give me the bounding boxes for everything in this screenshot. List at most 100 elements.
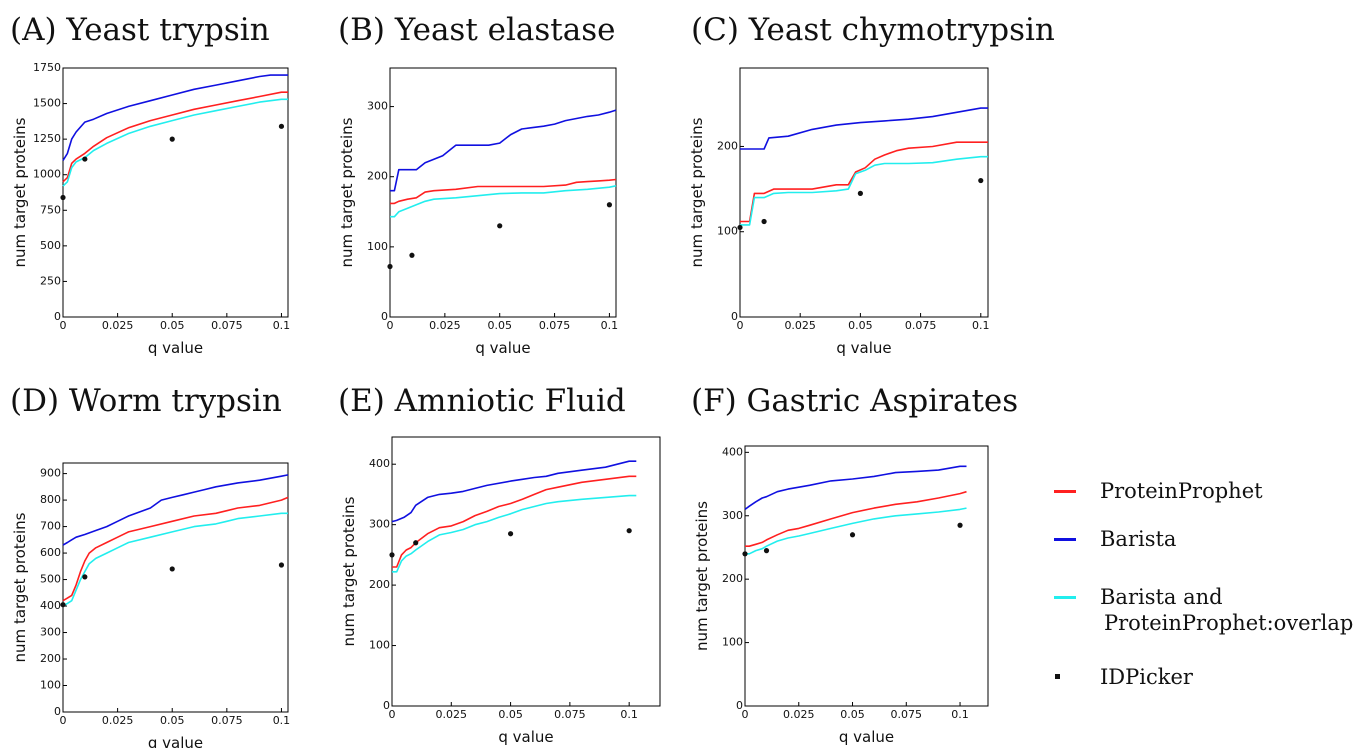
point-idpicker-d-1 (82, 574, 88, 580)
y-tick-label-a-5: 1250 (33, 132, 61, 145)
series-line-barista-and-proteinprophet-overlap-c (740, 155, 988, 226)
y-tick-label-d-6: 600 (40, 546, 61, 559)
y-tick-label-c-0: 0 (731, 310, 738, 323)
series-line-proteinprophet-e (392, 475, 637, 568)
x-tick-label-b-1: 0.025 (429, 319, 461, 332)
chart-panel-c: 0 0.025 0.05 0.075 0.1 0 100 200 q value num targ… (688, 67, 990, 357)
x-tick-label-c-2: 0.05 (848, 319, 873, 332)
y-tick-label-d-5: 500 (40, 573, 61, 586)
y-tick-label-f-4: 400 (722, 445, 743, 458)
series-line-proteinprophet-f (745, 490, 967, 548)
legend-label-barista: Barista (1100, 527, 1177, 551)
y-tick-label-b-1: 100 (367, 240, 388, 253)
x-tick-label-c-1: 0.025 (784, 319, 816, 332)
y-tick-label-d-7: 700 (40, 520, 61, 533)
plot-frame-f (744, 445, 989, 707)
point-idpicker-d-2 (169, 566, 175, 572)
x-axis-label-d: q value (148, 734, 203, 748)
x-tick-label-e-4: 0.1 (620, 708, 638, 721)
y-tick-label-e-3: 300 (369, 518, 390, 531)
legend-label-idpicker: IDPicker (1100, 665, 1193, 689)
panel-title-e: (E) Amniotic Fluid (338, 383, 626, 419)
x-tick-label-e-2: 0.05 (498, 708, 523, 721)
point-idpicker-e-1 (413, 540, 419, 546)
y-axis-label-d: num target proteins (11, 512, 29, 662)
point-idpicker-c-0 (737, 224, 743, 231)
legend-swatch-overlap (1054, 596, 1076, 599)
chart-panel-f: 0 0.025 0.05 0.075 0.1 0 100 200 300 400 q value nu… (693, 445, 989, 746)
x-tick-label-f-1: 0.025 (783, 708, 815, 721)
series-line-barista-and-proteinprophet-overlap-f (745, 507, 967, 555)
plot-frame-c (739, 67, 989, 318)
x-tick-label-d-2: 0.05 (160, 714, 185, 727)
x-tick-label-e-1: 0.025 (436, 708, 468, 721)
x-tick-label-a-2: 0.05 (160, 319, 185, 332)
x-tick-label-a-4: 0.1 (273, 319, 291, 332)
y-tick-label-b-3: 300 (367, 100, 388, 113)
x-axis-label-c: q value (836, 339, 891, 357)
panel-title-b: (B) Yeast elastase (338, 12, 616, 48)
series-line-barista-a (62, 74, 288, 161)
point-idpicker-b-2 (497, 223, 503, 229)
legend-swatch-barista (1054, 538, 1076, 541)
point-idpicker-c-2 (857, 190, 863, 196)
point-idpicker-f-1 (763, 548, 770, 554)
point-idpicker-c-3 (978, 177, 984, 184)
x-tick-label-a-3: 0.075 (211, 319, 243, 332)
y-tick-label-f-0: 0 (736, 699, 743, 712)
point-idpicker-d-0 (60, 602, 66, 608)
y-tick-label-d-1: 100 (40, 679, 61, 692)
y-tick-label-c-1: 100 (717, 225, 738, 238)
x-tick-label-f-4: 0.1 (951, 708, 969, 721)
point-idpicker-f-0 (742, 551, 748, 557)
series-line-barista-e (391, 460, 637, 523)
series-line-proteinprophet-d (62, 496, 289, 602)
legend-label-overlap-line1: Barista and (1100, 585, 1223, 609)
point-idpicker-f-2 (849, 532, 856, 538)
y-tick-label-e-4: 400 (369, 457, 390, 470)
series-line-barista-d (62, 474, 289, 546)
y-tick-label-d-9: 900 (40, 467, 61, 480)
y-tick-label-d-4: 400 (40, 599, 61, 612)
x-tick-label-b-3: 0.075 (539, 319, 571, 332)
x-tick-label-d-0: 0 (60, 714, 67, 727)
point-idpicker-f-3 (957, 522, 963, 528)
x-tick-label-d-3: 0.075 (211, 714, 243, 727)
y-tick-label-f-2: 200 (722, 572, 743, 585)
series-line-barista-and-proteinprophet-overlap-a (62, 98, 288, 187)
chart-panel-e: 0 0.025 0.05 0.075 0.1 0 100 200 300 400 q value nu… (340, 436, 661, 746)
panel-title-a: (A) Yeast trypsin (10, 12, 270, 48)
y-tick-label-b-2: 200 (367, 170, 388, 183)
legend-marker-idpicker (1055, 674, 1060, 679)
y-axis-label-f: num target proteins (693, 501, 711, 651)
y-tick-label-a-7: 1750 (33, 61, 61, 74)
y-axis-label-e: num target proteins (340, 496, 358, 646)
x-tick-label-f-2: 0.05 (840, 708, 865, 721)
y-tick-label-a-2: 500 (40, 239, 61, 252)
series-line-barista-f (744, 465, 967, 511)
y-tick-label-a-1: 250 (40, 274, 61, 287)
x-tick-label-c-0: 0 (737, 319, 744, 332)
point-idpicker-a-2 (169, 136, 175, 142)
x-tick-label-d-1: 0.025 (102, 714, 134, 727)
x-tick-label-f-0: 0 (742, 708, 749, 721)
chart-panel-d: 0 0.025 0.05 0.075 0.1 0 100 200 300 400 500 600 700… (11, 462, 291, 748)
point-idpicker-b-1 (409, 252, 415, 258)
y-tick-label-a-4: 1000 (33, 168, 61, 181)
y-tick-label-c-2: 200 (717, 139, 738, 152)
y-tick-label-e-0: 0 (383, 699, 390, 712)
x-axis-label-b: q value (475, 339, 530, 357)
x-tick-label-a-0: 0 (60, 319, 67, 332)
y-axis-label-b: num target proteins (338, 117, 356, 267)
y-tick-label-b-0: 0 (381, 310, 388, 323)
x-axis-label-a: q value (148, 339, 203, 357)
y-tick-label-a-6: 1500 (33, 97, 61, 110)
y-tick-label-f-1: 100 (722, 636, 743, 649)
y-tick-label-d-3: 300 (40, 626, 61, 639)
x-tick-label-d-4: 0.1 (273, 714, 291, 727)
y-tick-label-e-2: 200 (369, 578, 390, 591)
point-idpicker-a-3 (278, 123, 285, 129)
x-tick-label-f-3: 0.075 (891, 708, 923, 721)
